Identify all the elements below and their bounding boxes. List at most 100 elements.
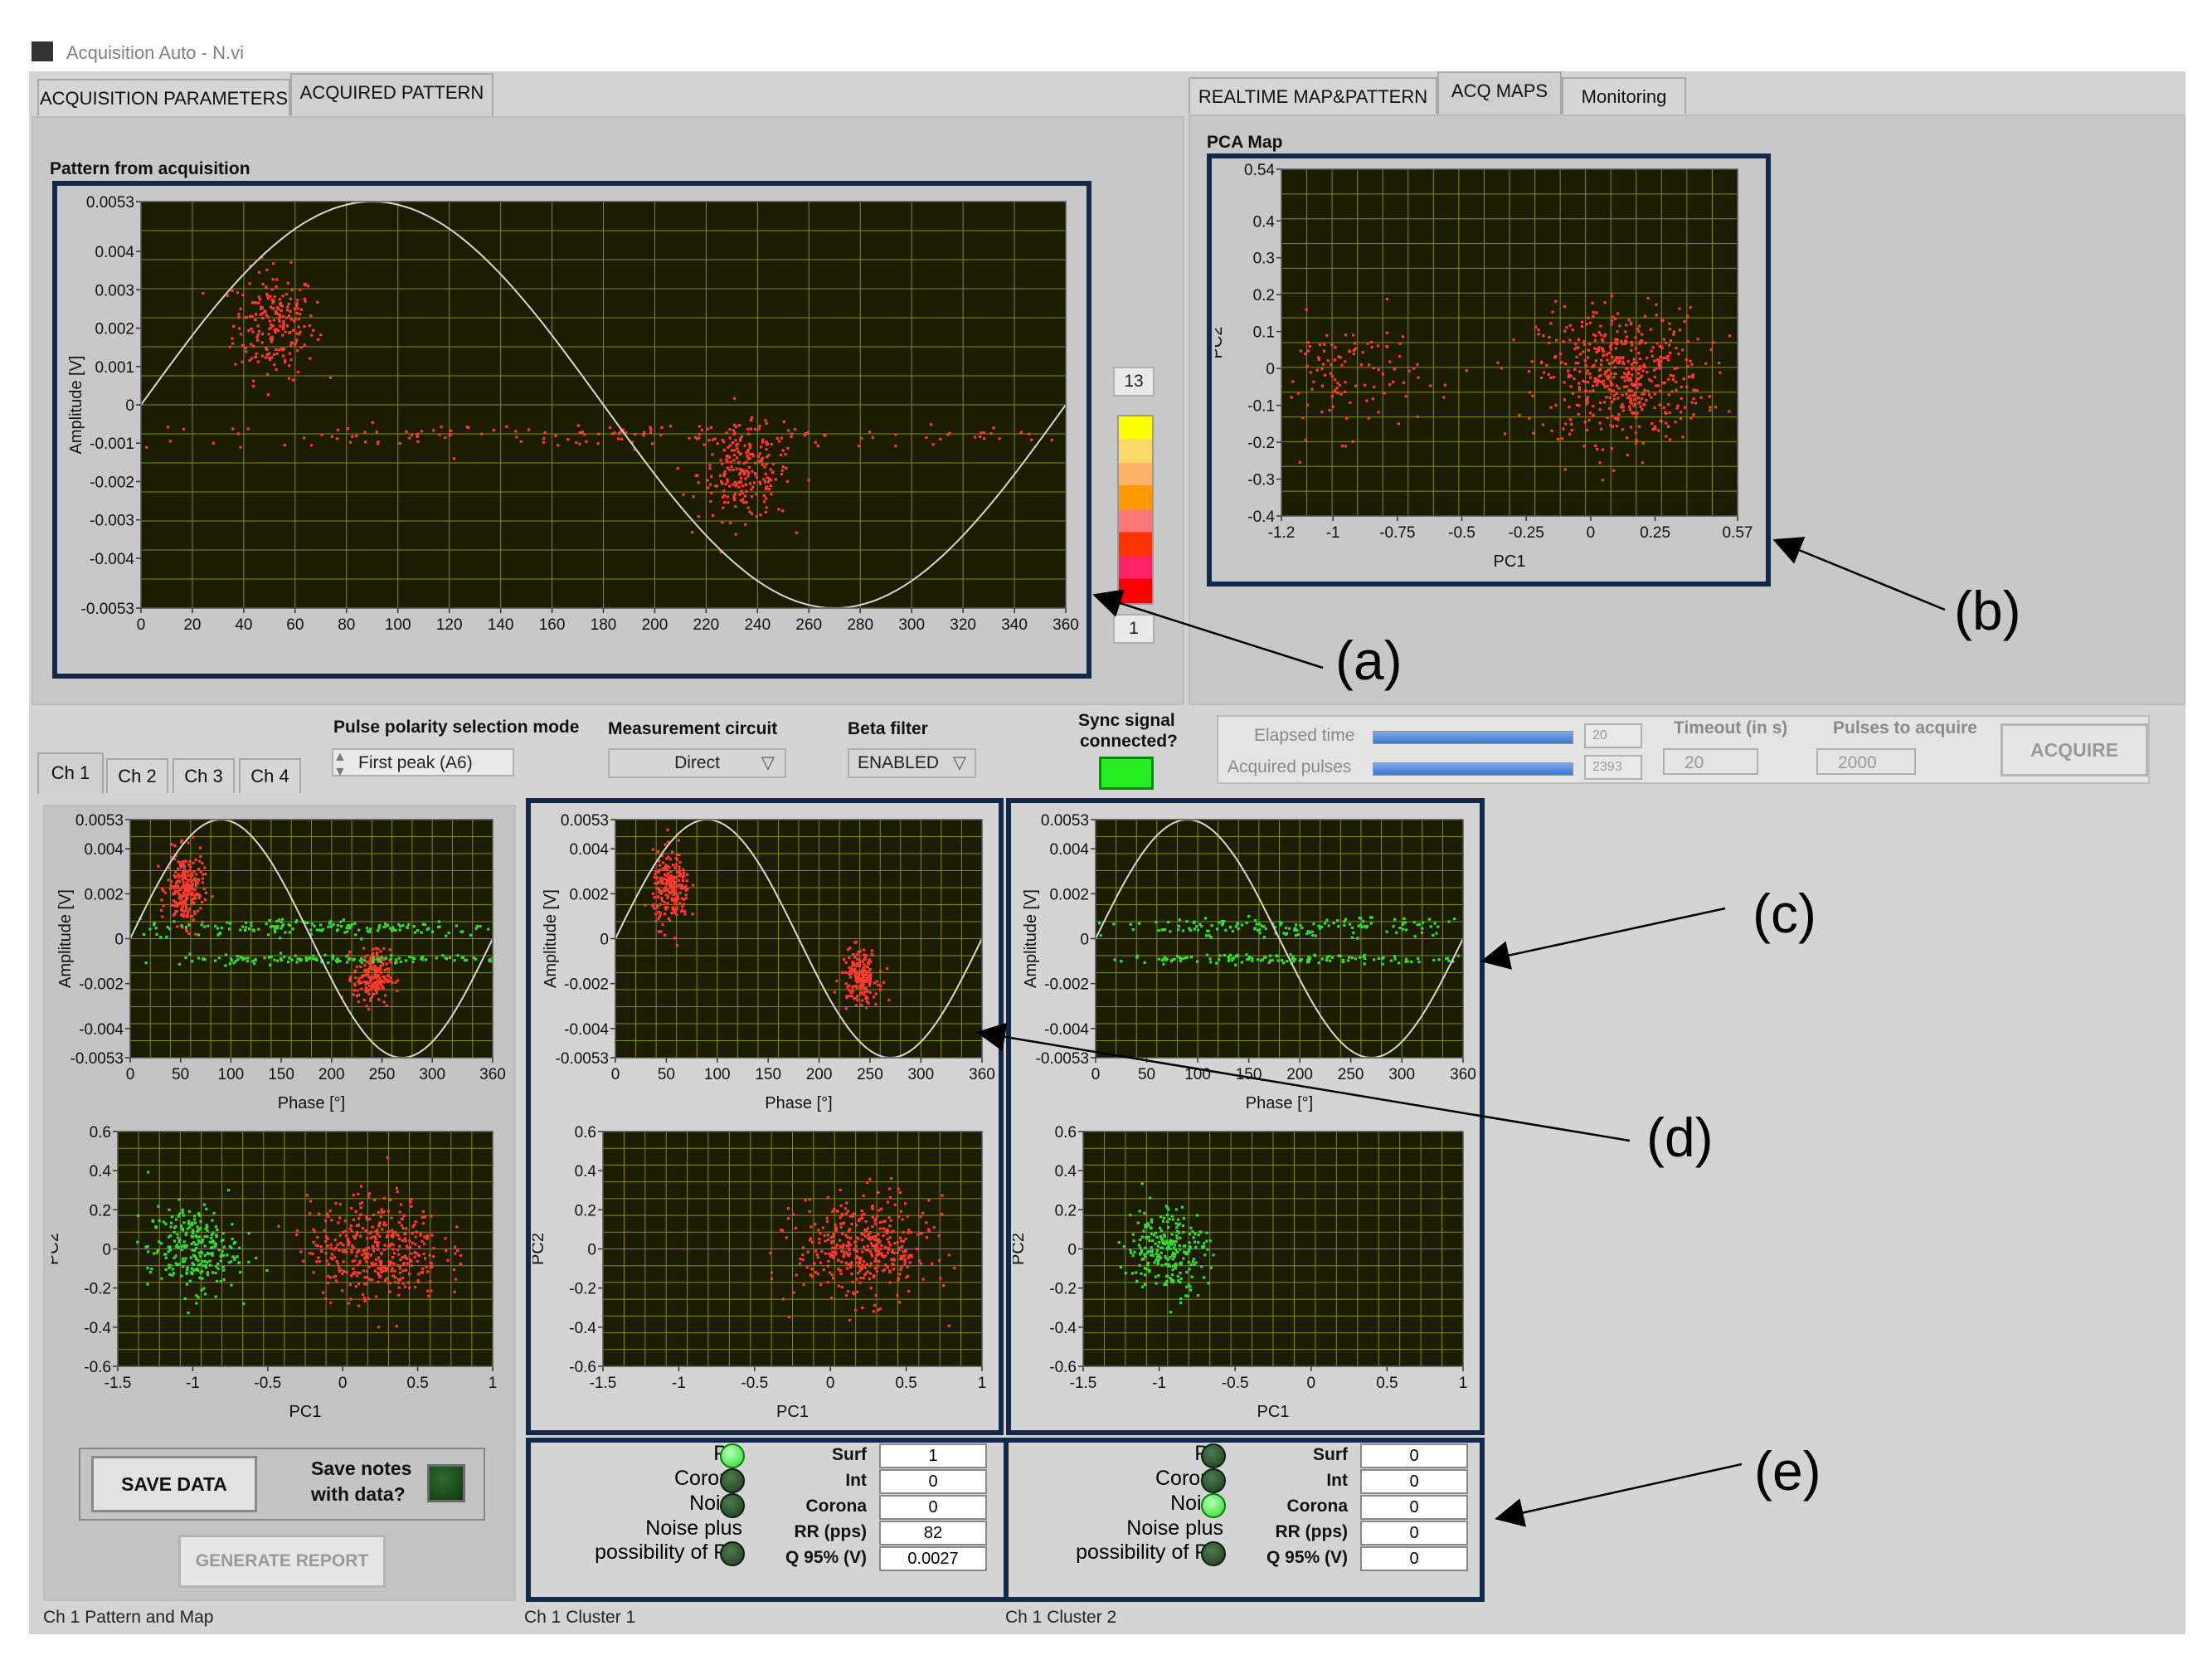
data-point bbox=[763, 465, 766, 469]
pulse-polarity-select[interactable]: First peak (A6) bbox=[332, 748, 514, 776]
data-point bbox=[1578, 382, 1581, 385]
data-point bbox=[191, 1249, 194, 1252]
data-point bbox=[237, 327, 241, 330]
data-point bbox=[675, 858, 679, 861]
tab-acq-maps[interactable]: ACQ MAPS bbox=[1437, 71, 1562, 114]
tab-monitoring[interactable]: Monitoring bbox=[1562, 77, 1686, 114]
data-point bbox=[751, 454, 756, 458]
data-point bbox=[654, 919, 658, 922]
tab-ch3[interactable]: Ch 3 bbox=[173, 758, 235, 793]
data-point bbox=[861, 980, 864, 983]
indicator-led-noise bbox=[1201, 1493, 1226, 1518]
data-point bbox=[1282, 932, 1286, 935]
data-point bbox=[1542, 371, 1546, 374]
tab-acquired-pattern[interactable]: ACQUIRED PATTERN bbox=[290, 73, 493, 116]
data-point bbox=[191, 874, 194, 877]
x-tick-label: 100 bbox=[385, 616, 411, 634]
data-point bbox=[406, 1262, 410, 1265]
data-point bbox=[211, 1219, 214, 1222]
x-axis-label: PC1 bbox=[289, 1403, 322, 1421]
data-layer bbox=[130, 820, 493, 1058]
colorbar-max[interactable]: 13 bbox=[1113, 367, 1155, 397]
data-point bbox=[861, 1250, 864, 1253]
tab-ch2[interactable]: Ch 2 bbox=[106, 758, 168, 793]
measurement-circuit-select[interactable]: Direct ▽ bbox=[608, 748, 786, 778]
tab-ch1[interactable]: Ch 1 bbox=[37, 752, 104, 794]
data-point bbox=[878, 1239, 882, 1243]
data-point bbox=[1189, 1226, 1193, 1229]
data-point bbox=[721, 495, 725, 499]
data-point bbox=[282, 320, 285, 324]
data-point bbox=[1191, 1230, 1194, 1234]
beta-filter-select[interactable]: ENABLED ▽ bbox=[848, 748, 976, 778]
data-point bbox=[659, 892, 663, 895]
data-point bbox=[840, 1212, 843, 1216]
data-point bbox=[1604, 370, 1607, 373]
data-point bbox=[1667, 343, 1671, 347]
y-tick-label: 0.2 bbox=[1253, 287, 1275, 304]
field-label-corona: Corona bbox=[1286, 1497, 1349, 1516]
timeout-input[interactable]: 20 bbox=[1663, 748, 1758, 775]
data-point bbox=[179, 913, 183, 917]
data-point bbox=[860, 1210, 863, 1213]
cluster2-map-plot: -1.5 -1 -0.5 0 0.5 10.60.40.20-0.2-0.4-0.6PC1… bbox=[1013, 1124, 1467, 1421]
data-point bbox=[1406, 960, 1409, 963]
data-point bbox=[611, 432, 615, 436]
acquire-button[interactable]: ACQUIRE bbox=[2001, 723, 2148, 776]
data-point bbox=[373, 1235, 377, 1239]
data-point bbox=[257, 295, 260, 299]
save-notes-toggle[interactable] bbox=[427, 1464, 465, 1502]
data-point bbox=[1140, 1235, 1144, 1239]
data-point bbox=[181, 1244, 184, 1248]
data-point bbox=[848, 989, 851, 992]
x-tick-label: 50 bbox=[658, 1066, 675, 1083]
frame-a bbox=[52, 181, 1091, 679]
data-point bbox=[809, 1225, 813, 1229]
data-point bbox=[842, 1255, 845, 1258]
plot-border bbox=[1281, 168, 1738, 517]
data-point bbox=[865, 980, 868, 983]
data-point bbox=[358, 1259, 362, 1263]
tab-realtime-map-pattern[interactable]: REALTIME MAP&PATTERN bbox=[1189, 77, 1437, 114]
data-point bbox=[1325, 958, 1329, 962]
y-tick-label: -0.3 bbox=[1247, 472, 1275, 489]
data-point bbox=[377, 1256, 381, 1259]
data-point bbox=[211, 895, 214, 898]
generate-report-button[interactable]: GENERATE REPORT bbox=[178, 1535, 386, 1588]
data-point bbox=[168, 1263, 171, 1267]
data-point bbox=[184, 1257, 187, 1260]
data-point bbox=[751, 416, 754, 419]
pulses-to-acquire-input[interactable]: 2000 bbox=[1816, 748, 1916, 775]
data-point bbox=[1322, 349, 1326, 353]
save-data-button[interactable]: SAVE DATA bbox=[91, 1456, 257, 1512]
data-point bbox=[659, 930, 663, 933]
data-point bbox=[1686, 314, 1689, 318]
data-point bbox=[1653, 406, 1656, 410]
data-point bbox=[1588, 321, 1592, 324]
data-point bbox=[858, 1217, 862, 1220]
data-point bbox=[366, 929, 370, 933]
data-point bbox=[1594, 359, 1597, 363]
data-point bbox=[374, 1295, 378, 1298]
data-point bbox=[1334, 389, 1337, 392]
data-point bbox=[1209, 961, 1213, 964]
data-point bbox=[1318, 343, 1322, 347]
data-point bbox=[719, 550, 722, 553]
data-point bbox=[1395, 931, 1398, 934]
tab-ch4[interactable]: Ch 4 bbox=[239, 758, 301, 793]
data-point bbox=[1336, 919, 1339, 922]
data-point bbox=[817, 1229, 820, 1232]
data-point bbox=[357, 1223, 361, 1227]
data-point bbox=[805, 1266, 809, 1269]
data-point bbox=[1173, 1264, 1176, 1268]
stepper-icon[interactable]: ▲ ▼ bbox=[333, 750, 347, 779]
data-point bbox=[364, 990, 367, 994]
data-point bbox=[543, 431, 547, 435]
tab-acquisition-parameters[interactable]: ACQUISITION PARAMETERS bbox=[37, 79, 290, 115]
data-point bbox=[1587, 316, 1590, 319]
colorbar-min[interactable]: 1 bbox=[1113, 614, 1155, 644]
data-point bbox=[1612, 469, 1616, 472]
data-point bbox=[864, 986, 868, 990]
data-point bbox=[181, 901, 184, 904]
data-point bbox=[596, 441, 600, 445]
